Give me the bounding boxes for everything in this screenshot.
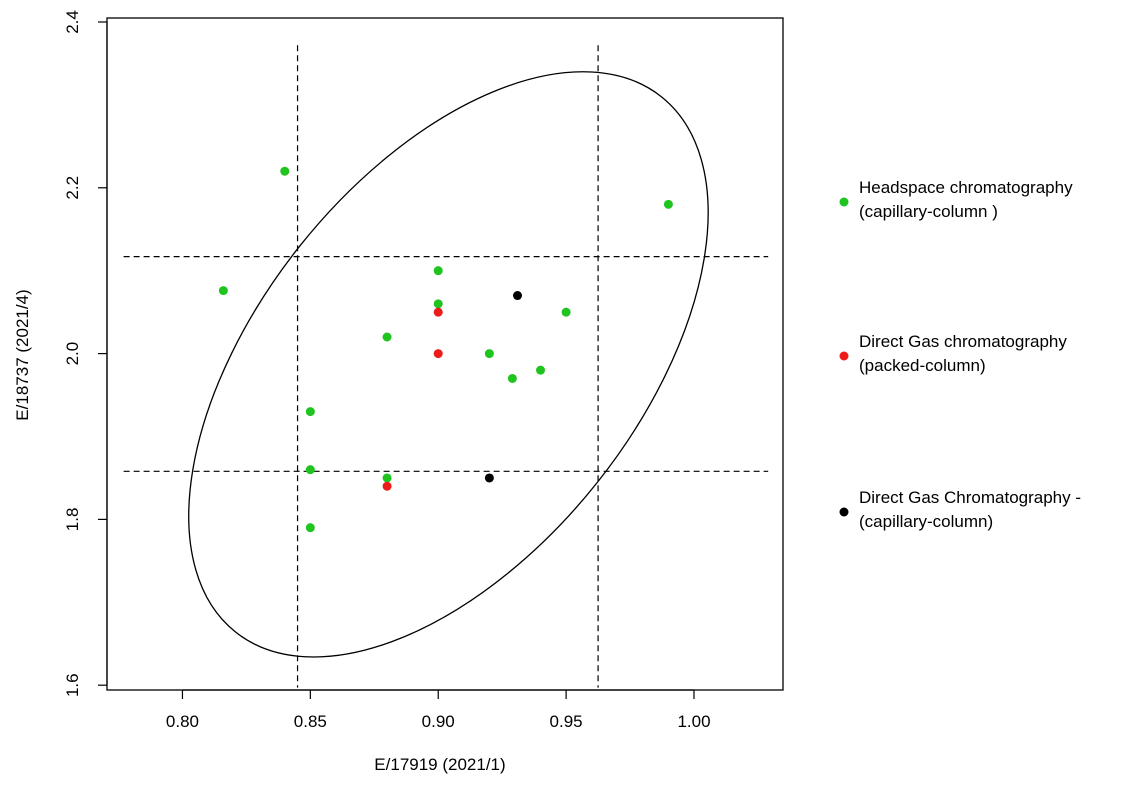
legend-label-0-0: Headspace chromatography bbox=[859, 178, 1073, 197]
data-point-series0-5 bbox=[561, 307, 571, 317]
data-point-series0-3 bbox=[433, 266, 443, 276]
data-point-series0-12 bbox=[382, 473, 392, 483]
x-tick-label-2: 0.90 bbox=[422, 712, 455, 731]
legend-marker-1 bbox=[839, 351, 849, 361]
legend-label-1-0: Direct Gas chromatography bbox=[859, 332, 1067, 351]
legend-label-1-1: (packed-column) bbox=[859, 356, 986, 375]
data-point-series0-7 bbox=[484, 349, 494, 359]
legend-label-2-0: Direct Gas Chromatography - bbox=[859, 488, 1081, 507]
reference-lines bbox=[123, 45, 769, 688]
x-tick-label-0: 0.80 bbox=[166, 712, 199, 731]
data-point-series0-6 bbox=[382, 332, 392, 342]
y-tick-label-4: 2.4 bbox=[63, 10, 82, 34]
x-tick-label-1: 0.85 bbox=[294, 712, 327, 731]
legend-marker-0 bbox=[839, 197, 849, 207]
y-axis: 1.6 1.8 2.0 2.2 2.4 bbox=[63, 10, 108, 697]
data-point-series1-2 bbox=[382, 481, 392, 491]
y-axis-title: E/18737 (2021/4) bbox=[13, 289, 32, 420]
confidence-ellipse-layer bbox=[188, 71, 709, 658]
x-axis-title: E/17919 (2021/1) bbox=[374, 755, 505, 774]
data-point-series0-13 bbox=[305, 523, 315, 533]
y-tick-label-1: 1.8 bbox=[63, 508, 82, 532]
legend-label-0-1: (capillary-column ) bbox=[859, 202, 998, 221]
x-tick-label-3: 0.95 bbox=[550, 712, 583, 731]
data-point-series2-0 bbox=[513, 291, 523, 301]
data-point-series0-1 bbox=[218, 286, 228, 296]
data-point-series0-4 bbox=[433, 299, 443, 309]
data-point-series0-8 bbox=[536, 365, 546, 375]
data-points bbox=[218, 166, 673, 533]
y-tick-label-2: 2.0 bbox=[63, 342, 82, 366]
legend-label-2-1: (capillary-column) bbox=[859, 512, 993, 531]
y-tick-label-0: 1.6 bbox=[63, 673, 82, 697]
data-point-series0-0 bbox=[280, 166, 290, 176]
x-tick-label-4: 1.00 bbox=[677, 712, 710, 731]
data-point-series0-10 bbox=[305, 407, 315, 417]
data-point-series2-1 bbox=[484, 473, 494, 483]
data-point-series0-9 bbox=[507, 373, 517, 383]
x-axis: 0.80 0.85 0.90 0.95 1.00 bbox=[166, 689, 711, 731]
legend-marker-2 bbox=[839, 507, 849, 517]
legend: Headspace chromatography (capillary-colum… bbox=[839, 178, 1081, 531]
data-point-series1-0 bbox=[433, 307, 443, 317]
data-point-series1-1 bbox=[433, 349, 443, 359]
confidence-ellipse bbox=[188, 71, 709, 658]
data-point-series0-11 bbox=[305, 465, 315, 475]
y-tick-label-3: 2.2 bbox=[63, 176, 82, 200]
data-point-series0-2 bbox=[663, 199, 673, 209]
